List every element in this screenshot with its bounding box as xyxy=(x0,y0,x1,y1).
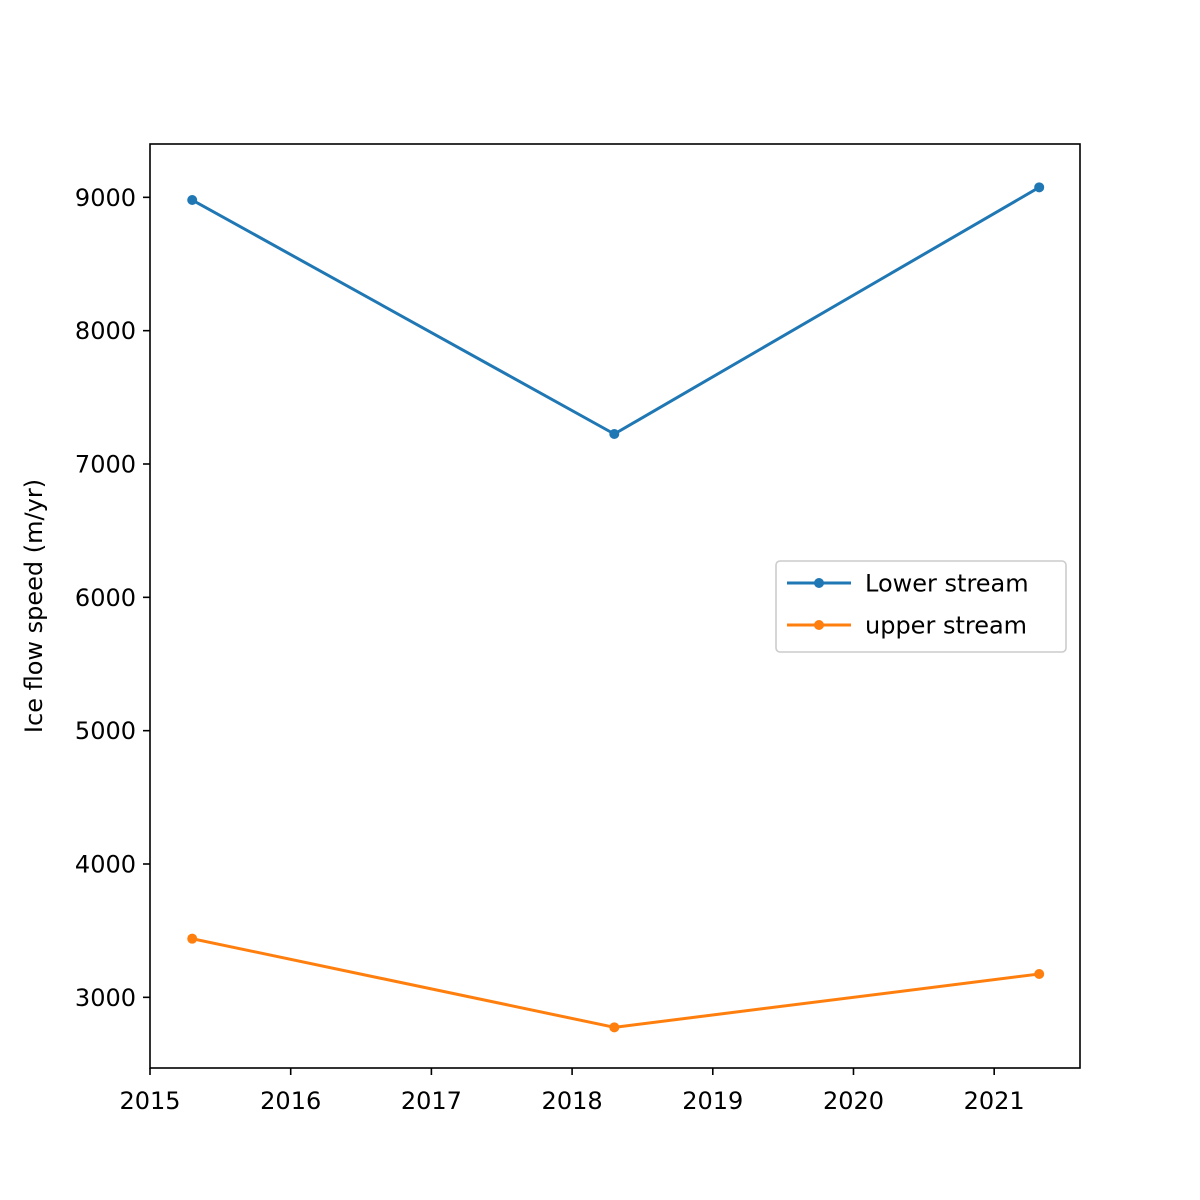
data-point xyxy=(609,1022,620,1033)
y-tick-label: 5000 xyxy=(75,717,136,745)
data-point xyxy=(187,195,198,205)
x-tick-label: 2016 xyxy=(260,1087,321,1115)
legend-item: Lower stream xyxy=(787,570,1029,598)
x-tick-label: 2020 xyxy=(823,1087,884,1115)
x-tick-label: 2017 xyxy=(401,1087,462,1115)
legend: Lower stream upper stream xyxy=(775,560,1067,653)
data-point xyxy=(1034,969,1045,979)
y-tick-label: 6000 xyxy=(75,584,136,612)
data-point xyxy=(609,429,620,439)
x-tick-label: 2019 xyxy=(682,1087,743,1115)
axes-frame xyxy=(149,143,1081,1069)
y-tick-label: 4000 xyxy=(75,851,136,879)
x-axis: 2015 2016 2017 2018 2019 2020 2021 xyxy=(119,1068,1025,1115)
y-tick-label: 7000 xyxy=(75,451,136,479)
series-0 xyxy=(187,182,1045,439)
legend-item: upper stream xyxy=(787,612,1027,640)
y-tick-label: 3000 xyxy=(75,984,136,1012)
y-axis-label: Ice flow speed (m/yr) xyxy=(20,479,48,733)
data-point xyxy=(1034,182,1045,193)
legend-marker xyxy=(814,578,824,588)
y-tick-label: 9000 xyxy=(75,184,136,212)
series-layer xyxy=(187,182,1045,1033)
legend-marker xyxy=(814,620,824,630)
legend-label: Lower stream xyxy=(865,570,1029,598)
y-axis: 3000 4000 5000 6000 7000 8000 9000 xyxy=(75,184,150,1012)
x-tick-label: 2021 xyxy=(964,1087,1025,1115)
series-1 xyxy=(187,933,1045,1033)
x-tick-label: 2015 xyxy=(119,1087,180,1115)
y-tick-label: 8000 xyxy=(75,317,136,345)
x-tick-label: 2018 xyxy=(542,1087,603,1115)
legend-label: upper stream xyxy=(865,612,1027,640)
data-point xyxy=(187,933,198,944)
